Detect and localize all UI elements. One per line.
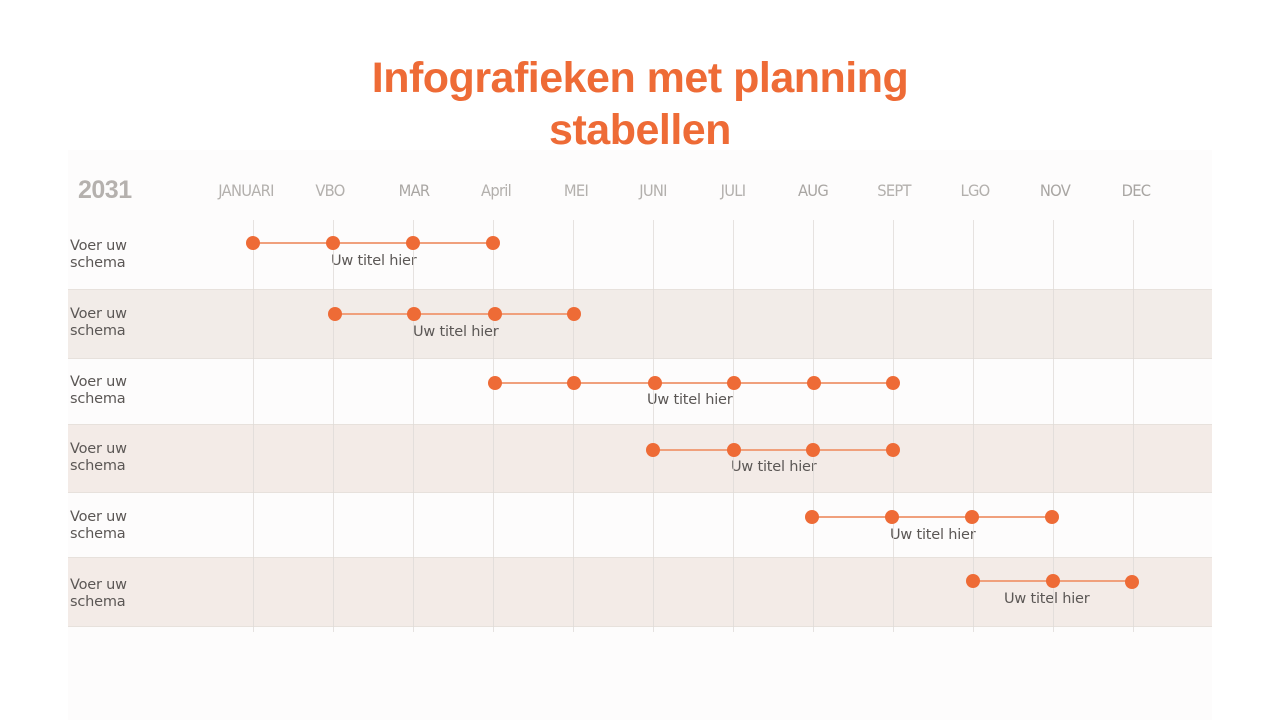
- milestone-dot: [805, 510, 819, 524]
- milestone-dot: [646, 443, 660, 457]
- month-february: VBO: [315, 181, 345, 200]
- milestone-dot: [1125, 575, 1139, 589]
- milestone-dot: [1045, 510, 1059, 524]
- timeline-bar-line: [335, 313, 574, 315]
- title-line-1: Infografieken met planning: [371, 54, 909, 102]
- gridline: [973, 220, 974, 632]
- row-label-line-2: schema: [70, 391, 126, 407]
- month-october: LGO: [960, 181, 990, 200]
- month-september: SEPT: [877, 181, 911, 200]
- gridline: [893, 220, 894, 632]
- timeline-bar-line: [253, 242, 493, 244]
- gridline: [733, 220, 734, 632]
- month-november: NOV: [1039, 181, 1071, 200]
- milestone-dot: [806, 443, 820, 457]
- month-january: JANUARI: [218, 181, 274, 200]
- schedule-row-6: Voer uw schema: [68, 557, 1212, 627]
- milestone-dot: [567, 307, 581, 321]
- month-july: JULI: [720, 181, 746, 200]
- bar-title: Uw titel hier: [1004, 591, 1090, 607]
- milestone-dot: [486, 236, 500, 250]
- gridline: [1053, 220, 1054, 632]
- month-august: AUG: [797, 181, 829, 200]
- milestone-dot: [727, 443, 741, 457]
- row-label-line-2: schema: [70, 458, 126, 474]
- timeline-bar-line: [812, 516, 1052, 518]
- milestone-dot: [886, 443, 900, 457]
- month-april: April: [481, 181, 512, 200]
- milestone-dot: [406, 236, 420, 250]
- row-label-line-1: Voer uw: [70, 577, 127, 593]
- milestone-dot: [488, 307, 502, 321]
- milestone-dot: [807, 376, 821, 390]
- timeline-bar-line: [495, 382, 893, 384]
- schedule-row-4: Voer uw schema: [68, 424, 1212, 493]
- row-label-line-1: Voer uw: [70, 306, 127, 322]
- row-label-line-2: schema: [70, 526, 126, 542]
- bar-title: Uw titel hier: [413, 324, 499, 340]
- month-december: DEC: [1121, 181, 1151, 200]
- bar-title: Uw titel hier: [647, 392, 733, 408]
- row-label: Voer uw schema: [70, 238, 127, 272]
- milestone-dot: [965, 510, 979, 524]
- row-label: Voer uw schema: [70, 374, 127, 408]
- row-label-line-2: schema: [70, 594, 126, 610]
- gridline: [1133, 220, 1134, 632]
- gridline: [493, 220, 494, 632]
- schedule-row-2: Voer uw schema: [68, 289, 1212, 359]
- row-label-line-1: Voer uw: [70, 441, 127, 457]
- page-title: Infografieken met planning stabellen: [0, 52, 1280, 156]
- schedule-row-1: Voer uw schema: [68, 220, 1212, 289]
- milestone-dot: [246, 236, 260, 250]
- month-march: MAR: [398, 181, 431, 200]
- bar-title: Uw titel hier: [731, 459, 817, 475]
- milestone-dot: [885, 510, 899, 524]
- month-june: JUNI: [639, 181, 667, 200]
- bar-title: Uw titel hier: [890, 527, 976, 543]
- row-label: Voer uw schema: [70, 509, 127, 543]
- milestone-dot: [567, 376, 581, 390]
- gridline: [413, 220, 414, 632]
- timeline-bar-line: [653, 449, 893, 451]
- gridline: [653, 220, 654, 632]
- row-label: Voer uw schema: [70, 306, 127, 340]
- row-label-line-1: Voer uw: [70, 374, 127, 390]
- row-label-line-2: schema: [70, 255, 126, 271]
- milestone-dot: [488, 376, 502, 390]
- schedule-row-3: Voer uw schema: [68, 359, 1212, 424]
- milestone-dot: [407, 307, 421, 321]
- schedule-row-5: Voer uw schema: [68, 493, 1212, 557]
- milestone-dot: [326, 236, 340, 250]
- row-label-line-1: Voer uw: [70, 509, 127, 525]
- milestone-dot: [886, 376, 900, 390]
- title-line-2: stabellen: [549, 106, 731, 154]
- milestone-dot: [1046, 574, 1060, 588]
- milestone-dot: [966, 574, 980, 588]
- bar-title: Uw titel hier: [331, 253, 417, 269]
- row-label: Voer uw schema: [70, 577, 127, 611]
- milestone-dot: [648, 376, 662, 390]
- gridline: [573, 220, 574, 632]
- milestone-dot: [328, 307, 342, 321]
- gridline: [333, 220, 334, 632]
- milestone-dot: [727, 376, 741, 390]
- year-label: 2031: [78, 176, 132, 204]
- row-label: Voer uw schema: [70, 441, 127, 475]
- row-label-line-2: schema: [70, 323, 126, 339]
- gridline: [253, 220, 254, 632]
- row-label-line-1: Voer uw: [70, 238, 127, 254]
- month-may: MEI: [563, 181, 589, 200]
- gridline: [813, 220, 814, 632]
